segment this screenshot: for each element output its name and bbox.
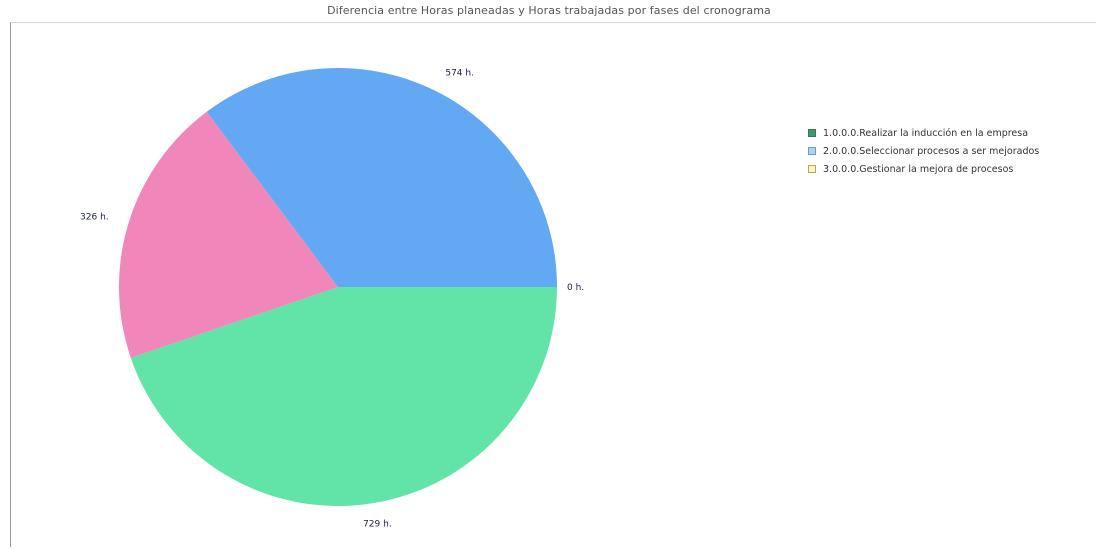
legend-item: 1.0.0.0.Realizar la inducción en la empr… <box>808 124 1039 142</box>
pie-slice <box>118 111 338 358</box>
slice-label: 574 h. <box>445 68 474 78</box>
chart-frame <box>10 22 1096 547</box>
legend-item: 2.0.0.0.Seleccionar procesos a ser mejor… <box>808 142 1039 160</box>
legend-item: 3.0.0.0.Gestionar la mejora de procesos <box>808 160 1039 178</box>
legend-label: 2.0.0.0.Seleccionar procesos a ser mejor… <box>823 145 1040 157</box>
chart-legend: 1.0.0.0.Realizar la inducción en la empr… <box>808 124 1039 178</box>
slice-label: 326 h. <box>80 212 109 222</box>
pie-slice <box>130 287 557 506</box>
chart-title: Diferencia entre Horas planeadas y Horas… <box>327 4 771 17</box>
legend-swatch <box>808 165 816 173</box>
slice-label: 0 h. <box>567 283 584 293</box>
legend-swatch <box>808 147 816 155</box>
slice-label: 729 h. <box>363 520 392 530</box>
legend-label: 3.0.0.0.Gestionar la mejora de procesos <box>823 163 1014 175</box>
legend-swatch <box>808 129 816 137</box>
legend-label: 1.0.0.0.Realizar la inducción en la empr… <box>823 127 1029 139</box>
pie-slice <box>206 68 557 287</box>
